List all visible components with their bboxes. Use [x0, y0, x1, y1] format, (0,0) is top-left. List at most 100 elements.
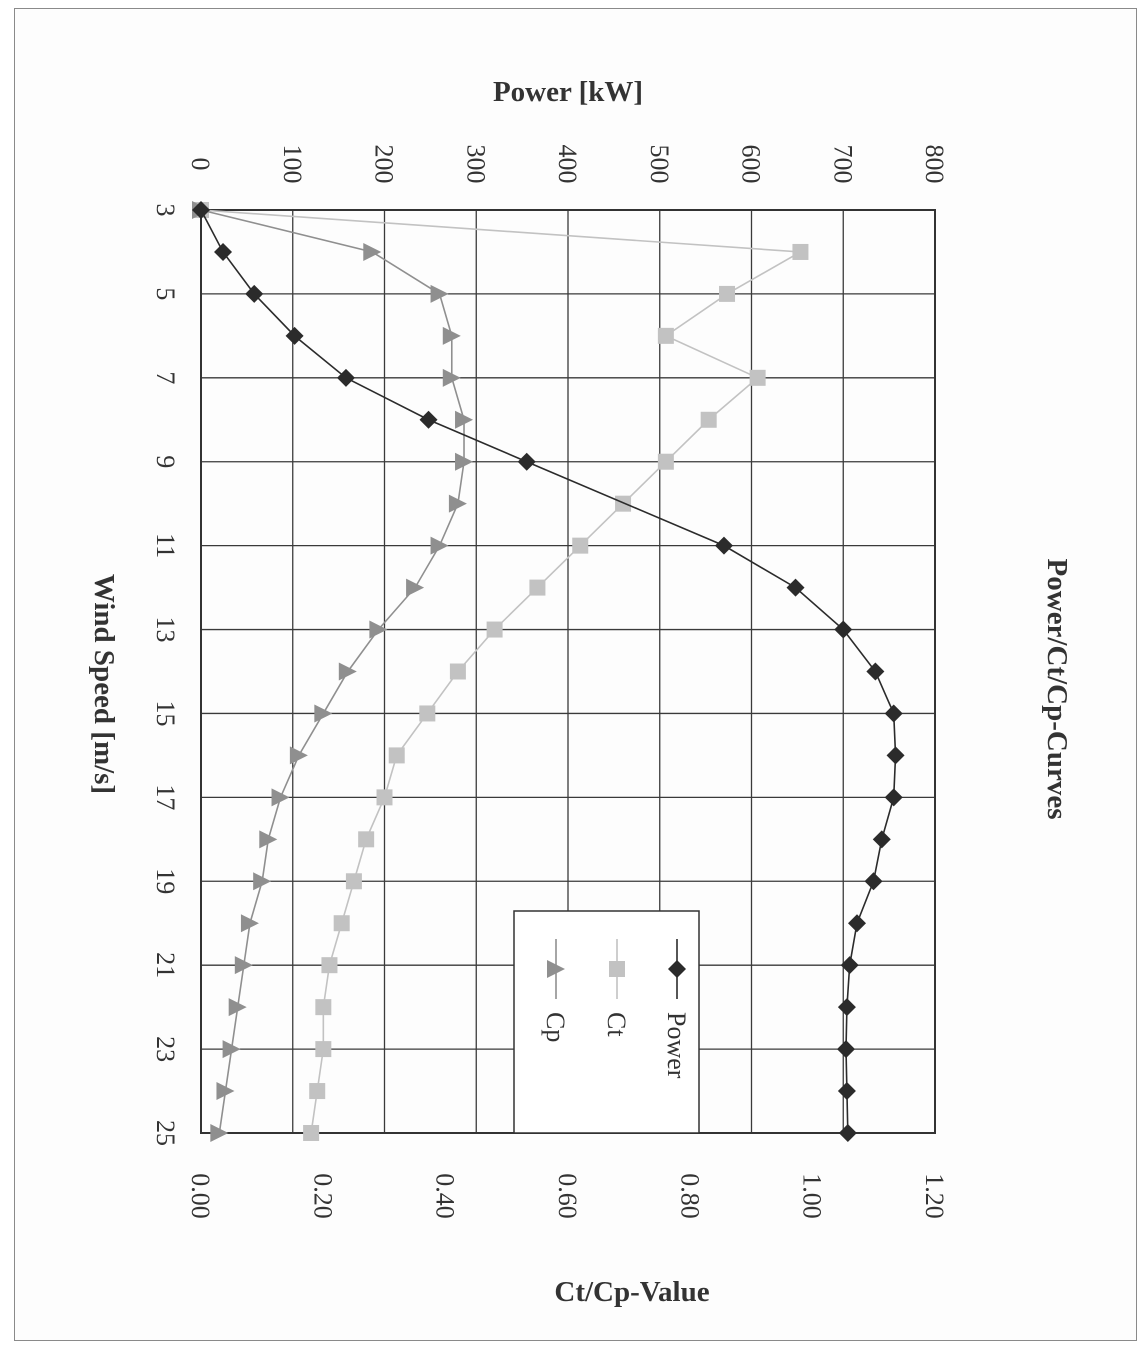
power-point: [872, 830, 891, 849]
series-power: [192, 201, 905, 1142]
power-point: [838, 1124, 857, 1142]
cp-point: [234, 956, 253, 975]
ct-point: [315, 999, 332, 1016]
ct-cp-tick-label: 0.00: [186, 1173, 215, 1219]
power-point: [834, 620, 853, 639]
wind-speed-tick-label: 3: [151, 204, 180, 217]
ct-point: [792, 243, 809, 260]
ct-point: [486, 621, 503, 638]
power-point: [419, 410, 438, 429]
wind-speed-tick-label: 5: [151, 287, 180, 300]
ct-point: [419, 705, 436, 722]
cp-point: [338, 662, 357, 681]
legend-marker-cp: [547, 960, 565, 978]
series-ct: [193, 202, 809, 1141]
wind-speed-tick-label: 9: [151, 455, 180, 468]
legend-marker-ct: [609, 961, 625, 977]
power-point: [866, 662, 885, 681]
cp-point: [271, 788, 290, 807]
wind-speed-tick-label: 19: [151, 868, 180, 894]
cp-line: [200, 209, 465, 1134]
series-layer: [192, 201, 905, 1142]
power-tick-label: 400: [553, 145, 582, 184]
ct-cp-tick-label: 0.80: [675, 1173, 704, 1219]
ct-point: [719, 285, 736, 302]
ct-point: [345, 873, 362, 890]
ct-point: [376, 789, 393, 806]
legend-box: [513, 910, 700, 1134]
power-tick-label: 700: [828, 145, 857, 184]
ct-point: [333, 915, 350, 932]
power-point: [840, 956, 859, 975]
wind-speed-axis-ticks: 3 5 7 9 11 13 15 17 19 21 23 25: [151, 204, 180, 1147]
wind-speed-tick-label: 7: [151, 371, 180, 384]
cp-point: [216, 1082, 235, 1101]
power-point: [837, 998, 856, 1017]
series-cp: [192, 201, 474, 1142]
power-point: [214, 242, 233, 261]
wind-speed-tick-label: 23: [151, 1036, 180, 1062]
ct-cp-tick-label: 0.60: [553, 1173, 582, 1219]
cp-point: [442, 368, 461, 387]
cp-point: [430, 536, 449, 555]
ct-cp-tick-label: 0.20: [308, 1173, 337, 1219]
ct-point: [358, 831, 375, 848]
power-point: [245, 284, 264, 303]
power-tick-label: 800: [920, 145, 949, 184]
x-axis-label: Wind Speed [m/s]: [88, 574, 120, 794]
wind-speed-tick-label: 17: [151, 784, 180, 810]
power-point: [517, 452, 536, 471]
cp-point: [289, 746, 308, 765]
ct-point: [303, 1125, 320, 1141]
ct-point: [700, 411, 717, 428]
cp-point: [240, 914, 259, 933]
power-point: [886, 746, 905, 765]
power-tick-label: 500: [645, 145, 674, 184]
chart-frame: 0 100 200 300 400 500 600 700 800 0.00 0.20 0.40 0.…: [14, 8, 1137, 1341]
power-tick-label: 0: [186, 158, 215, 171]
legend-label-ct: Ct: [602, 1012, 631, 1037]
power-point: [837, 1082, 856, 1101]
ct-point: [449, 663, 466, 680]
cp-point: [406, 578, 425, 597]
power-point: [837, 1040, 856, 1059]
power-point: [786, 578, 805, 597]
power-axis-label: Power [kW]: [493, 76, 643, 108]
power-point: [848, 914, 867, 933]
power-point: [884, 704, 903, 723]
ct-point: [321, 957, 338, 974]
power-point: [285, 326, 304, 345]
legend-label-cp: Cp: [541, 1012, 570, 1042]
power-line: [200, 209, 897, 1134]
cp-point: [314, 704, 333, 723]
power-point: [336, 368, 355, 387]
cp-point: [442, 326, 461, 345]
cp-point: [448, 494, 467, 513]
power-point: [192, 201, 210, 219]
cp-point: [369, 620, 388, 639]
power-axis-ticks: 0 100 200 300 400 500 600 700 800: [186, 145, 949, 184]
power-point: [884, 788, 903, 807]
power-point: [864, 872, 883, 891]
ct-point: [309, 1083, 326, 1100]
cp-point: [430, 284, 449, 303]
ct-cp-tick-label: 1.00: [798, 1173, 827, 1219]
ct-point: [572, 537, 589, 554]
wind-speed-tick-label: 13: [151, 617, 180, 643]
chart: 0 100 200 300 400 500 600 700 800 0.00 0.20 0.40 0.…: [88, 76, 1073, 1308]
legend-item-cp: Cp: [541, 939, 570, 1042]
chart-title: Power/Ct/Cp-Curves: [1041, 559, 1073, 820]
wind-speed-tick-label: 21: [151, 952, 180, 978]
legend-item-power: Power: [662, 939, 691, 1079]
wind-speed-tick-label: 25: [151, 1120, 180, 1146]
cp-point: [210, 1124, 229, 1142]
power-tick-label: 600: [737, 145, 766, 184]
power-tick-label: 300: [461, 145, 490, 184]
cp-point: [455, 410, 474, 429]
wind-speed-tick-label: 11: [151, 533, 180, 558]
cp-point: [222, 1040, 241, 1059]
ct-point: [657, 453, 674, 470]
power-tick-label: 200: [370, 145, 399, 184]
ct-point: [657, 327, 674, 344]
legend-marker-power: [668, 960, 686, 978]
